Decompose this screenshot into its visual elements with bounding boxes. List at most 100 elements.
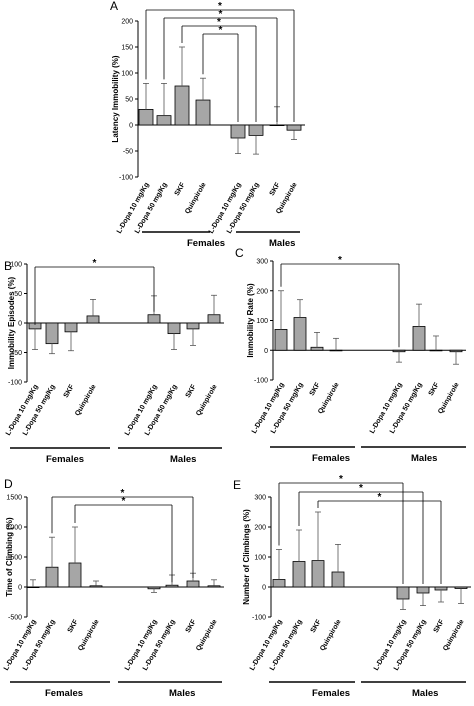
y-tick-label: 0 xyxy=(18,321,22,328)
y-tick-label: -500 xyxy=(8,615,22,622)
significance-star: * xyxy=(93,258,97,269)
bar xyxy=(230,124,246,139)
y-tick-label: 300 xyxy=(256,259,268,266)
bar xyxy=(434,586,448,591)
significance-star: * xyxy=(339,474,343,485)
category-label: SKF xyxy=(63,383,76,399)
bar xyxy=(147,586,161,590)
chart-panel-a: A -100 -50 0 50 100 150 200 Latency Immobility (… xyxy=(110,0,305,249)
bar xyxy=(286,124,302,131)
y-tick-label: 1500 xyxy=(6,495,22,502)
bar xyxy=(174,85,190,126)
category-label: Quinpirole xyxy=(195,383,219,417)
significance-star: * xyxy=(219,25,223,36)
bar xyxy=(147,314,161,324)
y-tick-label: 500 xyxy=(10,555,22,562)
significance-star: * xyxy=(122,496,126,507)
category-label: Quinpirole xyxy=(74,383,98,417)
bar xyxy=(274,329,288,351)
y-tick-label: 0 xyxy=(262,585,266,592)
y-tick-label: -50 xyxy=(123,149,133,156)
panel-label: E xyxy=(233,478,241,492)
bar xyxy=(269,124,285,127)
y-tick-label: 50 xyxy=(125,97,133,104)
y-tick-label: 100 xyxy=(10,262,22,269)
category-label: SKF xyxy=(428,381,441,397)
category-label: SKF xyxy=(185,383,198,399)
significance-star: * xyxy=(218,1,222,12)
group-label: Females xyxy=(312,688,350,699)
group-label: Females xyxy=(312,453,350,464)
bar xyxy=(186,580,200,588)
group-label: Females xyxy=(45,688,83,699)
y-tick-label: -100 xyxy=(8,380,22,387)
bar xyxy=(293,317,307,351)
bar xyxy=(68,562,82,588)
group-label: Males xyxy=(412,688,438,699)
bar xyxy=(310,346,324,351)
category-label: Quinpirole xyxy=(77,618,101,652)
y-tick-label: 50 xyxy=(14,291,22,298)
bar xyxy=(412,326,426,351)
bar xyxy=(429,349,443,352)
category-label: SKF xyxy=(185,618,198,634)
y-tick-label: 100 xyxy=(121,71,133,78)
category-label: Quinpirole xyxy=(319,618,343,652)
category-label: Quinpirole xyxy=(437,381,461,415)
group-label: Females xyxy=(187,238,225,249)
category-label: SKF xyxy=(269,181,282,197)
bar xyxy=(89,585,103,588)
category-label: Quinpirole xyxy=(184,181,208,215)
bar xyxy=(186,322,200,330)
bar xyxy=(207,314,221,324)
category-label: Quinpirole xyxy=(442,618,466,652)
group-label: Males xyxy=(170,454,196,465)
chart-panel-d: D -500 0 500 1000 1500 Time of Climbing (%) L-D… xyxy=(3,477,224,699)
bar xyxy=(156,115,172,126)
significance-star: * xyxy=(359,483,363,494)
y-tick-label: -100 xyxy=(254,378,268,385)
category-label: L-Dopa 10 mg/Kg xyxy=(208,182,243,235)
y-tick-label: 1000 xyxy=(6,525,22,532)
bar xyxy=(64,322,78,333)
bar xyxy=(416,586,430,594)
y-tick-label: 0 xyxy=(18,585,22,592)
category-label: L-Dopa 50 mg/Kg xyxy=(22,384,57,437)
bar xyxy=(311,560,325,588)
group-label: Males xyxy=(411,453,437,464)
significance-star: * xyxy=(338,255,342,266)
bar xyxy=(167,322,181,335)
y-tick-label: -50 xyxy=(12,350,22,357)
bar xyxy=(329,349,343,352)
y-tick-label: 100 xyxy=(254,555,266,562)
group-label: Males xyxy=(269,238,295,249)
panel-label: A xyxy=(110,0,118,13)
significance-star: * xyxy=(217,17,221,28)
category-label: SKF xyxy=(174,181,187,197)
y-tick-label: -100 xyxy=(252,615,266,622)
significance-star: * xyxy=(121,488,125,499)
bar xyxy=(396,586,410,600)
category-label: SKF xyxy=(433,618,446,634)
y-tick-label: 150 xyxy=(121,45,133,52)
bar xyxy=(331,571,345,588)
bar xyxy=(45,566,59,588)
category-label: Quinpirole xyxy=(195,618,219,652)
category-label: L-Dopa 10 mg/Kg xyxy=(124,619,159,672)
y-tick-label: 0 xyxy=(129,123,133,130)
y-tick-label: 300 xyxy=(254,495,266,502)
group-label: Females xyxy=(46,454,84,465)
bar xyxy=(454,586,468,589)
group-label: Males xyxy=(169,688,195,699)
category-label: SKF xyxy=(309,381,322,397)
y-axis-label: Number of Climbings (%) xyxy=(242,509,251,605)
y-axis-label: Time of Climbing (%) xyxy=(5,517,14,597)
y-tick-label: 100 xyxy=(256,318,268,325)
bar xyxy=(26,586,40,589)
panel-label: B xyxy=(4,259,12,273)
significance-star: * xyxy=(219,9,223,20)
bar xyxy=(195,99,211,126)
y-axis-label: Immobility Episodes (%) xyxy=(7,276,16,369)
